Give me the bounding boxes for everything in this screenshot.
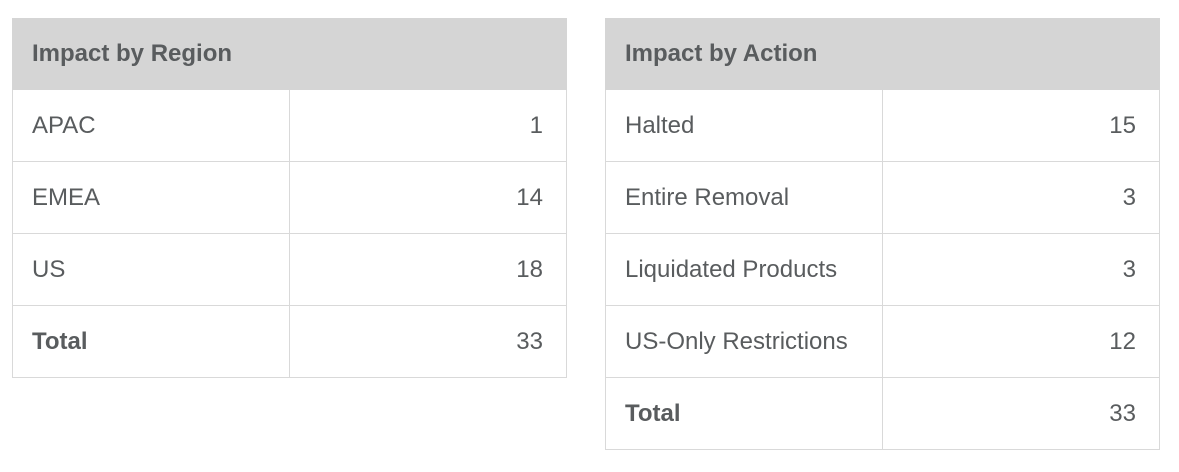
table-title-impact-by-action: Impact by Action — [605, 18, 1160, 90]
row-value: 15 — [882, 89, 1160, 162]
table-row: US 18 — [12, 233, 567, 306]
table-header-row: Impact by Region — [12, 18, 567, 90]
table-row: APAC 1 — [12, 89, 567, 162]
row-label: Halted — [605, 89, 883, 162]
table-row: Entire Removal 3 — [605, 161, 1160, 234]
row-label: US — [12, 233, 290, 306]
row-label: Entire Removal — [605, 161, 883, 234]
row-label: APAC — [12, 89, 290, 162]
table-total-row: Total 33 — [12, 305, 567, 378]
row-label: Liquidated Products — [605, 233, 883, 306]
impact-by-action-table: Impact by Action Halted 15 Entire Remova… — [605, 18, 1160, 450]
table-total-row: Total 33 — [605, 377, 1160, 450]
row-value: 18 — [289, 233, 567, 306]
total-label: Total — [12, 305, 290, 378]
row-value: 12 — [882, 305, 1160, 378]
table-row: EMEA 14 — [12, 161, 567, 234]
table-row: Halted 15 — [605, 89, 1160, 162]
row-value: 14 — [289, 161, 567, 234]
table-row: Liquidated Products 3 — [605, 233, 1160, 306]
row-value: 3 — [882, 161, 1160, 234]
row-value: 1 — [289, 89, 567, 162]
total-value: 33 — [289, 305, 567, 378]
row-label: US-Only Restrictions — [605, 305, 883, 378]
table-header-row: Impact by Action — [605, 18, 1160, 90]
total-value: 33 — [882, 377, 1160, 450]
table-row: US-Only Restrictions 12 — [605, 305, 1160, 378]
row-label: EMEA — [12, 161, 290, 234]
row-value: 3 — [882, 233, 1160, 306]
impact-by-region-table: Impact by Region APAC 1 EMEA 14 US 18 To… — [12, 18, 567, 378]
total-label: Total — [605, 377, 883, 450]
table-title-impact-by-region: Impact by Region — [12, 18, 567, 90]
